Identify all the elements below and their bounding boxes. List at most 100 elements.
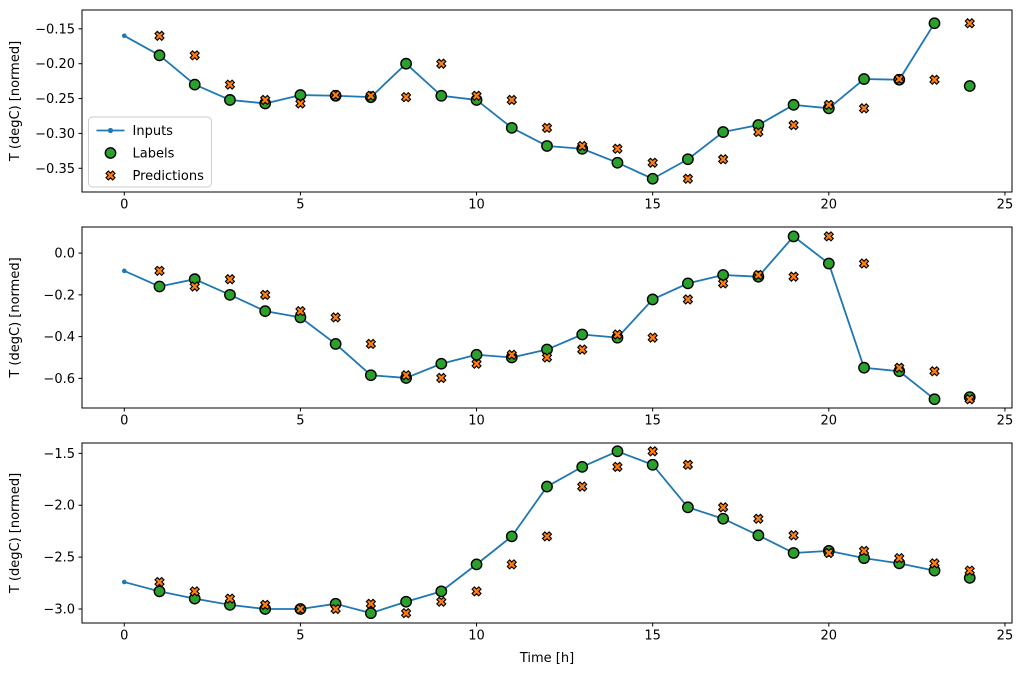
legend-label: Labels (133, 147, 175, 162)
predictions-marker (506, 559, 518, 570)
y-tick-label: −0.4 (43, 330, 75, 345)
predictions-marker (647, 446, 658, 457)
y-axis-label: T (degC) [normed] (8, 257, 23, 378)
labels-marker (822, 257, 835, 270)
y-tick-label: −0.25 (35, 92, 75, 107)
x-tick-label: 0 (120, 414, 128, 429)
predictions-marker (682, 294, 694, 305)
predictions-marker (682, 173, 694, 185)
predictions-marker (576, 481, 588, 492)
labels-marker (329, 338, 342, 350)
x-tick-label: 5 (296, 198, 304, 213)
x-tick-label: 25 (997, 414, 1014, 429)
predictions-marker (224, 79, 236, 90)
predictions-marker (259, 94, 271, 106)
predictions-marker (400, 369, 412, 381)
labels-marker (153, 585, 166, 598)
labels-marker (364, 607, 377, 620)
inputs-point-marker (121, 33, 127, 39)
labels-marker (611, 156, 624, 169)
predictions-marker (612, 143, 623, 155)
labels-marker (470, 348, 483, 361)
labels-marker (858, 73, 870, 85)
predictions-marker (330, 603, 341, 615)
predictions-marker (295, 305, 306, 317)
labels-marker (928, 393, 941, 406)
labels-marker (646, 458, 659, 471)
predictions-marker (330, 89, 341, 101)
predictions-marker (788, 530, 799, 541)
axes-background-2 (82, 227, 1012, 408)
predictions-marker (612, 461, 623, 473)
predictions-marker (189, 281, 200, 292)
predictions-marker (506, 349, 518, 361)
labels-marker (400, 57, 412, 70)
labels-marker (717, 126, 730, 138)
y-tick-label: −2.5 (43, 551, 75, 566)
labels-marker (787, 547, 800, 559)
labels-marker (364, 369, 377, 382)
predictions-marker (330, 312, 341, 323)
x-tick-label: 0 (120, 198, 128, 213)
labels-marker (188, 78, 201, 91)
labels-marker (294, 89, 307, 101)
legend-label: Predictions (133, 169, 205, 184)
y-axis-label: T (degC) [normed] (8, 41, 23, 162)
axes-spines (81, 226, 1013, 409)
predictions-marker (436, 58, 447, 69)
predictions-marker (788, 271, 799, 282)
labels-marker (505, 530, 518, 543)
x-tick-label: 0 (120, 629, 128, 644)
labels-marker (787, 230, 800, 243)
x-cross-icon (105, 170, 116, 181)
labels-marker (682, 277, 694, 290)
predictions-marker (224, 593, 236, 604)
predictions-marker (576, 344, 588, 355)
x-tick-label: 15 (644, 198, 661, 213)
inputs-line (123, 235, 936, 400)
predictions-marker (436, 596, 447, 607)
predictions-marker (858, 545, 870, 557)
y-tick-label: 0.0 (54, 247, 75, 262)
predictions-marker (753, 513, 764, 524)
labels-marker (787, 98, 800, 111)
labels-marker (858, 361, 870, 374)
axes-background-3 (82, 443, 1012, 623)
labels-marker (470, 558, 483, 571)
predictions-marker (894, 73, 905, 85)
x-tick-label: 25 (997, 629, 1014, 644)
y-tick-label: −0.20 (35, 57, 75, 72)
predictions-marker (929, 365, 940, 377)
predictions-marker (154, 265, 165, 277)
predictions-marker (436, 372, 447, 384)
y-tick-label: −0.30 (35, 127, 75, 142)
predictions-marker (647, 157, 658, 168)
labels-marker (259, 305, 272, 318)
predictions-marker (823, 547, 835, 559)
predictions-marker (541, 531, 553, 542)
predictions-marker (471, 358, 482, 370)
labels-marker (646, 172, 659, 185)
circle-icon (104, 147, 117, 159)
legend-label: Inputs (133, 124, 174, 139)
labels-marker (224, 94, 236, 106)
predictions-marker (400, 607, 412, 619)
predictions-marker (682, 459, 694, 471)
predictions-marker (858, 258, 870, 269)
predictions-marker (788, 119, 799, 131)
predictions-marker (541, 352, 553, 363)
predictions-marker (717, 153, 729, 165)
labels-marker (576, 460, 589, 473)
predictions-marker (471, 90, 482, 102)
predictions-marker (365, 598, 377, 610)
labels-marker (717, 512, 730, 525)
labels-marker (400, 595, 412, 608)
predictions-marker (471, 586, 482, 597)
y-tick-label: −0.35 (35, 162, 75, 177)
predictions-marker (753, 269, 764, 281)
predictions-marker (823, 99, 835, 111)
predictions-marker (295, 98, 306, 109)
labels-marker (541, 343, 553, 356)
axes-spines (81, 9, 1013, 193)
